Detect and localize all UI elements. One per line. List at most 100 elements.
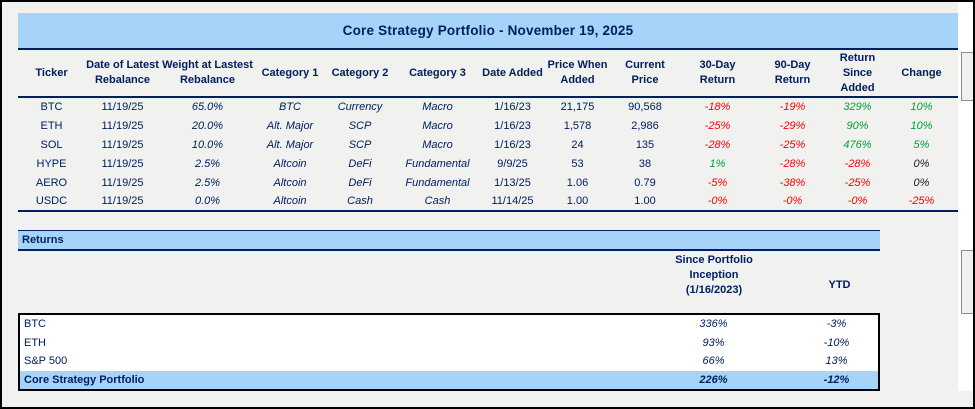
cell: 2.5% bbox=[194, 176, 221, 189]
cell: 1/16/23 bbox=[494, 138, 531, 151]
portfolio-row-btc: BTC 11/19/25 65.0% BTC Currency Macro 1/16/23 2… bbox=[18, 97, 958, 116]
cell: 11/19/25 bbox=[101, 138, 144, 151]
cell: 1/16/23 bbox=[494, 101, 531, 113]
cell: 11/19/25 bbox=[101, 157, 144, 170]
cell: -25% bbox=[704, 119, 731, 132]
column-header-30-day-return: 30-Day Return bbox=[680, 50, 755, 98]
cell: 9/9/25 bbox=[497, 157, 528, 170]
column-header-rebalance-date: Date of Latest Rebalance bbox=[85, 50, 160, 98]
cell: 11/19/25 bbox=[85, 192, 160, 212]
cell: 1.00 bbox=[610, 192, 680, 212]
cell: -25% bbox=[844, 176, 871, 189]
cell: Currency bbox=[337, 101, 383, 113]
cell: 2.5% bbox=[194, 157, 221, 170]
column-header-ticker: Ticker bbox=[18, 50, 85, 98]
column-header-price-when-added: Price When Added bbox=[545, 50, 610, 98]
cell: 0% bbox=[913, 176, 930, 189]
returns-column-header-ytd: YTD bbox=[828, 279, 851, 291]
cell: -0% bbox=[755, 192, 830, 212]
cell: Alt. Major bbox=[266, 119, 314, 132]
returns-section-header: Returns bbox=[18, 230, 880, 251]
cell: 1.00 bbox=[545, 192, 610, 212]
cell: 1.06 bbox=[566, 176, 589, 189]
cell: 10.0% bbox=[191, 138, 224, 151]
cell: 11/19/25 bbox=[101, 119, 144, 132]
cell: Macro bbox=[422, 119, 453, 132]
returns-table-box: BTC 336% -3% ETH 93% -10% S&P 500 66% 13% Core St… bbox=[18, 313, 880, 391]
returns-ytd-value: -3% bbox=[826, 318, 847, 331]
column-header-category-1: Category 1 bbox=[255, 50, 325, 98]
cell: SCP bbox=[348, 119, 372, 132]
portfolio-row-aero: AERO 11/19/25 2.5% Altcoin DeFi Fundamental 1/… bbox=[18, 173, 958, 192]
cell: -19% bbox=[779, 101, 806, 113]
cell: 329% bbox=[843, 101, 872, 113]
column-header-weight: Weight at Lastest Rebalance bbox=[160, 50, 255, 98]
cell: 1/13/25 bbox=[494, 176, 531, 189]
cell: -0% bbox=[830, 192, 885, 212]
portfolio-row-eth: ETH 11/19/25 20.0% Alt. Major SCP Macro 1/16/2… bbox=[18, 116, 958, 135]
cell: 1/16/23 bbox=[494, 119, 531, 132]
cell: -25% bbox=[779, 138, 806, 151]
cell: Altcoin bbox=[273, 157, 307, 170]
portfolio-row-usdc: USDC 11/19/25 0.0% Altcoin Cash Cash 11/14/25 1… bbox=[18, 192, 958, 212]
cell: 2,986 bbox=[631, 119, 659, 132]
cell: -28% bbox=[779, 157, 806, 170]
cell: HYPE bbox=[36, 157, 67, 170]
cell: 5% bbox=[913, 138, 930, 151]
cell: 11/19/25 bbox=[101, 176, 144, 189]
cell: DeFi bbox=[348, 157, 372, 170]
cell: 53 bbox=[571, 157, 584, 170]
cell: DeFi bbox=[348, 176, 372, 189]
returns-row-label: ETH bbox=[24, 336, 46, 349]
cell: SOL bbox=[40, 138, 63, 151]
cell: 90% bbox=[846, 119, 869, 132]
cell: Altcoin bbox=[273, 176, 307, 189]
cell: 0.0% bbox=[160, 192, 255, 212]
column-header-change: Change bbox=[885, 50, 958, 98]
cell: 1,578 bbox=[563, 119, 592, 132]
returns-row-label: Core Strategy Portfolio bbox=[20, 370, 632, 389]
cell: 24 bbox=[571, 138, 584, 151]
cell: 11/14/25 bbox=[480, 192, 545, 212]
returns-inception-value: 336% bbox=[699, 318, 728, 331]
cell: -29% bbox=[779, 119, 806, 132]
returns-inception-value: 66% bbox=[702, 355, 725, 368]
cell: -25% bbox=[885, 192, 958, 212]
returns-inception-value: 93% bbox=[702, 336, 725, 349]
cell: BTC bbox=[279, 101, 301, 113]
cell: Altcoin bbox=[255, 192, 325, 212]
cell: 21,175 bbox=[560, 101, 595, 113]
cell: 65.0% bbox=[191, 101, 224, 113]
portfolio-row-sol: SOL 11/19/25 10.0% Alt. Major SCP Macro 1/16/2… bbox=[18, 135, 958, 154]
cell: Cash bbox=[325, 192, 395, 212]
cell: -38% bbox=[779, 176, 806, 189]
portfolio-row-hype: HYPE 11/19/25 2.5% Altcoin DeFi Fundamental 9/… bbox=[18, 154, 958, 173]
returns-inception-value: 226% bbox=[632, 370, 795, 389]
cell: 10% bbox=[910, 101, 933, 113]
column-header-return-since-added: Return Since Added bbox=[830, 50, 885, 98]
page-title: Core Strategy Portfolio - November 19, 2… bbox=[342, 23, 634, 38]
returns-row: BTC 336% -3% bbox=[20, 315, 878, 334]
cell: 1% bbox=[709, 157, 726, 170]
cell: 0.79 bbox=[634, 176, 656, 189]
cell: 38 bbox=[638, 157, 652, 170]
cell: 0% bbox=[913, 157, 930, 170]
partial-cell-bottom bbox=[961, 250, 973, 314]
cell: Macro bbox=[422, 101, 453, 113]
portfolio-table-header: Ticker Date of Latest Rebalance Weight a… bbox=[18, 50, 958, 98]
cell: AERO bbox=[35, 176, 68, 189]
cell: Alt. Major bbox=[266, 138, 314, 151]
returns-ytd-value: -12% bbox=[795, 370, 878, 389]
cell: USDC bbox=[18, 192, 85, 212]
cell: -5% bbox=[707, 176, 728, 189]
cell: Cash bbox=[395, 192, 480, 212]
returns-section-title: Returns bbox=[22, 234, 64, 246]
cell: 20.0% bbox=[191, 119, 224, 132]
cell: Fundamental bbox=[405, 157, 470, 170]
cell: 11/19/25 bbox=[101, 101, 144, 113]
cell: 10% bbox=[910, 119, 933, 132]
cell: BTC bbox=[40, 101, 63, 113]
cell: ETH bbox=[40, 119, 63, 132]
returns-table-body: BTC 336% -3% ETH 93% -10% S&P 500 66% 13% Core St… bbox=[20, 315, 878, 389]
